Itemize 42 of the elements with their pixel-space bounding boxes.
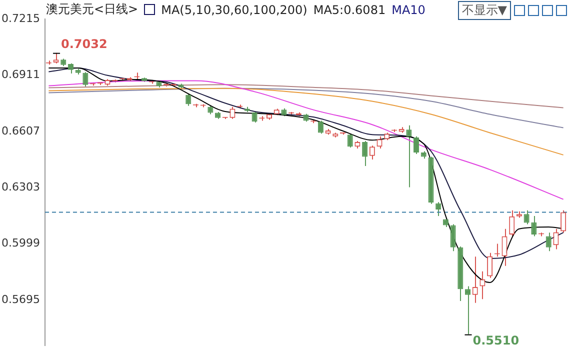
- candlestick: [464, 286, 471, 335]
- y-tick-label: 0.6911: [2, 68, 40, 82]
- candlestick: [509, 210, 515, 237]
- text: 不显示▼: [458, 1, 511, 20]
- chart-title: 澳元美元<日线>: [46, 1, 138, 18]
- line-series: [48, 88, 564, 156]
- candlestick: [376, 136, 382, 149]
- text: MA10: [392, 2, 426, 16]
- candlestick: [347, 133, 353, 148]
- text: MA5:0.6081: [313, 2, 386, 16]
- candlestick: [472, 256, 478, 304]
- candlestick: [82, 72, 88, 87]
- candlestick: [406, 124, 412, 188]
- y-tick-label: 0.6303: [2, 180, 40, 194]
- line-series: [48, 84, 564, 108]
- line-series: [48, 80, 564, 200]
- candlestick: [369, 145, 375, 160]
- annotation: 0.7032: [61, 36, 108, 51]
- candlestick: [186, 93, 192, 106]
- y-tick-label: 0.5999: [2, 236, 40, 250]
- y-tick-label: 0.7215: [2, 12, 40, 25]
- candlestick: [546, 232, 552, 252]
- y-tick-label: 0.6607: [2, 124, 40, 138]
- candlestick: [553, 228, 559, 250]
- text: MA(5,10,30,60,100,200): [161, 2, 308, 16]
- candlestick: [252, 110, 258, 124]
- candlestick: [560, 210, 566, 234]
- candlestick: [480, 270, 486, 300]
- candlestick: [531, 215, 537, 237]
- candlestick: [524, 210, 530, 225]
- candlestick: [362, 140, 368, 167]
- y-tick-label: 0.5695: [2, 292, 40, 306]
- candlestick: [450, 224, 456, 252]
- annotation: 0.5510: [472, 333, 520, 348]
- candlestick: [53, 52, 59, 64]
- candlestick: [414, 136, 420, 154]
- candlestick: [318, 120, 324, 134]
- candlestick: [502, 228, 508, 266]
- candlestick: [487, 252, 493, 278]
- candlestick: [230, 106, 236, 120]
- line-series: [48, 88, 564, 128]
- candlestick: [436, 202, 442, 216]
